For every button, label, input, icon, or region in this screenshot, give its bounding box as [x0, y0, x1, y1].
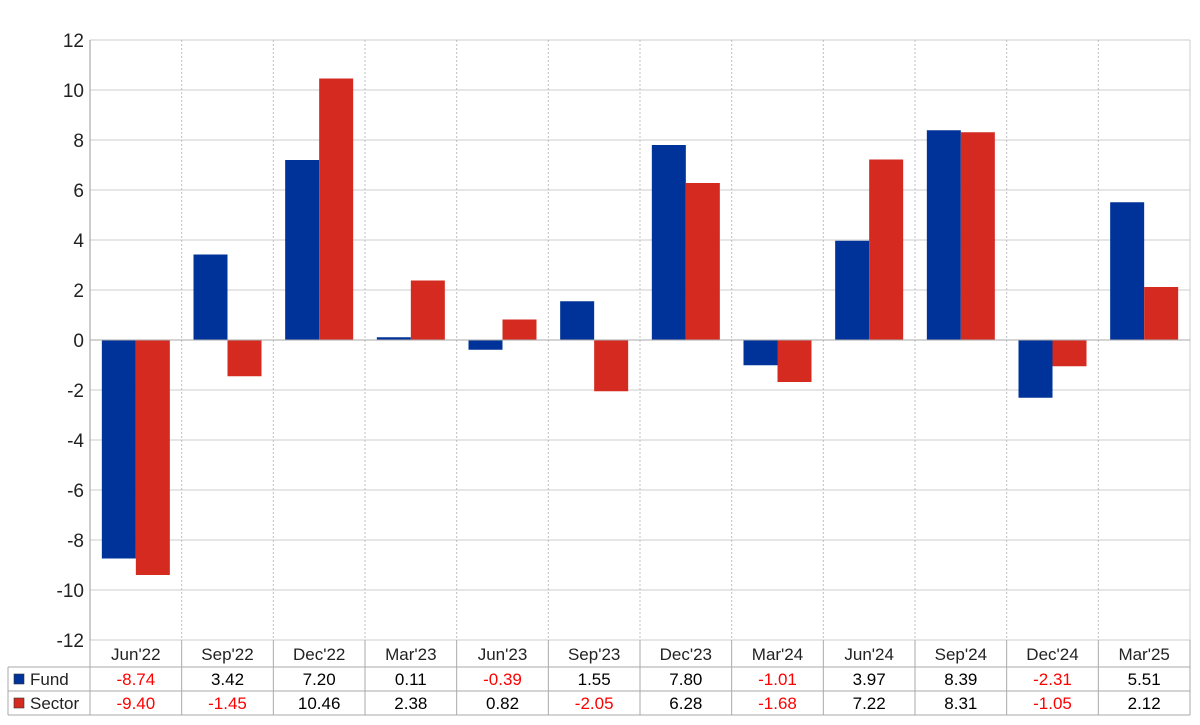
data-label-fund: -0.39 — [483, 670, 522, 689]
y-tick-label: -4 — [67, 431, 84, 452]
data-label-sector: 6.28 — [669, 694, 702, 713]
x-tick-label: Jun'22 — [111, 645, 161, 664]
bar-fund — [743, 340, 778, 366]
x-tick-label: Dec'23 — [660, 645, 712, 664]
y-tick-label: 6 — [73, 181, 84, 202]
bar-fund — [468, 340, 503, 350]
data-label-fund: -2.31 — [1033, 670, 1072, 689]
data-label-sector: 8.31 — [944, 694, 977, 713]
data-label-sector: 10.46 — [298, 694, 341, 713]
bar-sector — [869, 159, 904, 340]
data-label-sector: -2.05 — [575, 694, 614, 713]
data-label-fund: 1.55 — [578, 670, 611, 689]
data-label-sector: -9.40 — [116, 694, 155, 713]
data-label-fund: 5.51 — [1128, 670, 1161, 689]
data-label-fund: 8.39 — [944, 670, 977, 689]
bar-sector — [777, 340, 812, 382]
x-tick-label: Sep'24 — [935, 645, 987, 664]
data-label-sector: -1.45 — [208, 694, 247, 713]
x-tick-label: Mar'25 — [1118, 645, 1169, 664]
bar-sector — [1052, 340, 1087, 367]
y-tick-label: -12 — [57, 631, 84, 652]
x-tick-label: Dec'22 — [293, 645, 345, 664]
data-label-fund: -8.74 — [116, 670, 155, 689]
data-label-fund: 0.11 — [395, 670, 427, 689]
y-tick-label: -6 — [67, 481, 84, 502]
y-tick-label: 4 — [73, 231, 84, 252]
y-tick-label: 0 — [73, 331, 84, 352]
data-label-sector: -1.68 — [758, 694, 797, 713]
data-label-sector: 2.12 — [1128, 694, 1161, 713]
bar-fund — [1110, 202, 1145, 340]
data-label-fund: -1.01 — [758, 670, 797, 689]
bar-fund — [285, 160, 320, 340]
y-tick-label: 2 — [73, 281, 84, 302]
legend-swatch-fund — [13, 673, 25, 685]
x-tick-label: Sep'23 — [568, 645, 620, 664]
bar-fund — [1018, 340, 1053, 398]
y-tick-label: -2 — [67, 381, 84, 402]
y-tick-label: 10 — [63, 81, 84, 102]
x-tick-label: Mar'24 — [752, 645, 803, 664]
bar-sector — [410, 280, 445, 340]
legend-label-fund: Fund — [30, 670, 69, 689]
bar-sector — [135, 340, 170, 575]
bar-fund — [560, 301, 595, 340]
bar-sector — [319, 78, 354, 340]
y-tick-label: 8 — [73, 131, 84, 152]
legend-label-sector: Sector — [30, 694, 79, 713]
data-label-sector: 7.22 — [853, 694, 886, 713]
x-tick-label: Jun'23 — [478, 645, 528, 664]
bar-fund — [835, 240, 870, 340]
data-label-sector: -1.05 — [1033, 694, 1072, 713]
data-label-fund: 3.42 — [211, 670, 244, 689]
bar-fund — [376, 337, 411, 340]
bar-sector — [227, 340, 262, 377]
bar-sector — [1144, 287, 1179, 340]
bar-sector — [960, 132, 995, 340]
bar-fund — [651, 145, 686, 340]
x-tick-label: Sep'22 — [201, 645, 253, 664]
legend-swatch-sector — [13, 697, 25, 709]
data-label-fund: 3.97 — [853, 670, 886, 689]
bar-fund — [101, 340, 136, 559]
x-tick-label: Jun'24 — [844, 645, 894, 664]
data-label-fund: 7.20 — [303, 670, 336, 689]
bar-sector — [502, 319, 537, 340]
bar-fund — [193, 254, 228, 340]
bar-fund — [926, 130, 961, 340]
y-tick-label: -10 — [57, 581, 84, 602]
x-tick-label: Dec'24 — [1026, 645, 1078, 664]
data-label-fund: 7.80 — [669, 670, 702, 689]
y-tick-label: 12 — [63, 31, 84, 52]
data-label-sector: 0.82 — [486, 694, 519, 713]
data-label-sector: 2.38 — [394, 694, 427, 713]
bar-sector — [594, 340, 629, 392]
x-tick-label: Mar'23 — [385, 645, 436, 664]
bar-sector — [685, 183, 720, 340]
y-tick-label: -8 — [67, 531, 84, 552]
